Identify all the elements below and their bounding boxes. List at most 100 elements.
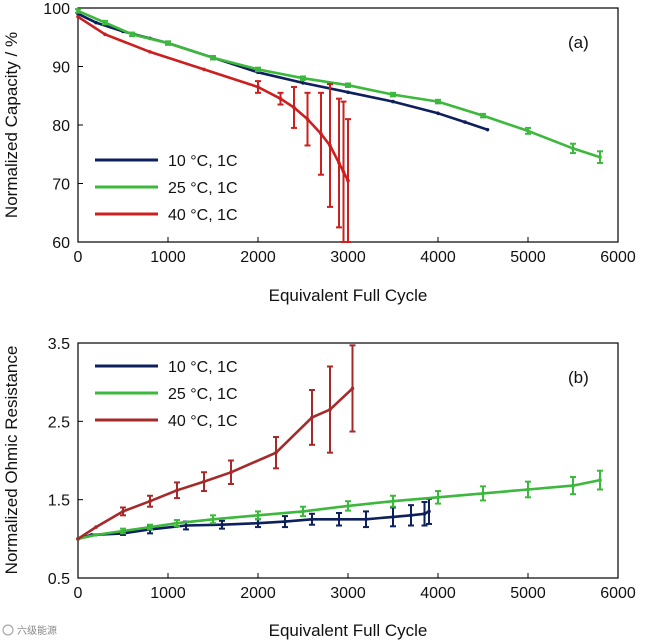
a-point-40c-1 — [103, 32, 107, 37]
a-point-40c-6 — [292, 105, 296, 110]
a-point-40c-4 — [256, 85, 260, 89]
panel-b: 0 1000 2000 3000 4000 5000 6000 0.5 1.5 2.5 3.5 (b… — [2, 336, 636, 640]
a-point-40c-10 — [337, 161, 341, 165]
a-xtick-label-6000: 6000 — [600, 249, 636, 266]
watermark-text: 六级能源 — [17, 624, 57, 637]
a-xtick-label-1000: 1000 — [150, 249, 186, 266]
b-point-10c-14 — [427, 509, 431, 514]
b-point-40c-6 — [229, 470, 233, 475]
b-point-40c-9 — [328, 407, 332, 412]
b-point-10c-11 — [391, 515, 395, 519]
a-point-10c-10 — [436, 111, 440, 116]
b-ytick-label-1.5: 1.5 — [48, 493, 70, 510]
b-point-10c-7 — [283, 519, 287, 524]
a-point-25c-2 — [130, 32, 134, 37]
panel-b-plot-area — [77, 342, 619, 579]
b-point-25c-6 — [256, 513, 260, 518]
b-point-10c-4 — [184, 523, 188, 528]
panel-b-ylabel: Normalized Ohmic Resistance — [2, 346, 21, 575]
b-xtick-label-2000: 2000 — [240, 585, 276, 602]
b-point-25c-14 — [598, 478, 602, 482]
b-point-40c-3 — [148, 499, 152, 504]
panel-a-series — [75, 8, 603, 243]
b-point-25c-2 — [121, 529, 125, 533]
a-point-40c-2 — [148, 50, 152, 54]
a-ytick-label-70: 70 — [52, 177, 70, 194]
a-point-40c-5 — [278, 96, 283, 101]
b-point-10c-8 — [310, 517, 314, 522]
b-point-40c-8 — [310, 415, 314, 420]
panel-a: 0 1000 2000 3000 4000 5000 6000 60 70 80 90 100 (a)… — [2, 1, 636, 305]
a-point-10c-1 — [94, 20, 98, 25]
legend-b-label-40c: 40 °C, 1C — [168, 413, 238, 430]
a-ytick-label-100: 100 — [43, 1, 70, 18]
a-point-10c-7 — [301, 81, 305, 85]
b-point-40c-7 — [274, 450, 278, 455]
legend-a-label-25c: 25 °C, 1C — [168, 180, 238, 197]
panel-b-ticks: 0 1000 2000 3000 4000 5000 6000 0.5 1.5 2.5 3.5 — [48, 336, 636, 602]
b-point-40c-2 — [121, 509, 125, 514]
a-point-25c-9 — [436, 99, 440, 104]
b-point-40c-4 — [175, 488, 179, 493]
b-point-40c-1 — [94, 525, 98, 529]
b-point-10c-9 — [337, 517, 341, 522]
b-xtick-label-3000: 3000 — [330, 585, 366, 602]
a-point-25c-4 — [211, 55, 215, 60]
b-point-25c-9 — [391, 499, 395, 504]
a-point-40c-12 — [346, 178, 350, 183]
legend-a-label-10c: 10 °C, 1C — [168, 153, 238, 170]
b-point-25c-8 — [346, 504, 350, 508]
a-ytick-label-60: 60 — [52, 235, 70, 252]
b-point-40c-5 — [202, 479, 206, 484]
a-point-25c-3 — [166, 41, 170, 45]
a-point-25c-12 — [571, 146, 575, 151]
panel-a-ticks: 0 1000 2000 3000 4000 5000 6000 60 70 80 90 100 — [43, 1, 636, 266]
b-point-10c-12 — [409, 513, 413, 518]
a-point-25c-8 — [391, 92, 395, 97]
panel-a-legend: 10 °C, 1C 25 °C, 1C 40 °C, 1C — [95, 153, 238, 224]
legend-b-label-25c: 25 °C, 1C — [168, 386, 238, 403]
a-point-10c-8 — [346, 90, 350, 95]
a-xtick-label-4000: 4000 — [420, 249, 456, 266]
legend-b-label-10c: 10 °C, 1C — [168, 359, 238, 376]
a-point-25c-10 — [481, 113, 485, 118]
a-point-40c-8 — [319, 131, 323, 136]
a-xtick-label-2000: 2000 — [240, 249, 276, 266]
a-point-25c-13 — [598, 155, 602, 159]
b-point-10c-10 — [364, 517, 368, 522]
a-point-10c-12 — [485, 127, 490, 132]
b-point-25c-7 — [301, 509, 305, 514]
a-point-25c-11 — [526, 129, 530, 133]
b-xtick-label-1000: 1000 — [150, 585, 186, 602]
b-point-10c-5 — [220, 522, 224, 527]
b-point-25c-11 — [481, 491, 485, 496]
a-point-25c-5 — [256, 67, 260, 72]
a-point-40c-0 — [76, 14, 80, 19]
legend-a-label-40c: 40 °C, 1C — [168, 207, 238, 224]
a-point-10c-11 — [463, 120, 467, 124]
b-point-40c-10 — [350, 386, 355, 391]
a-point-25c-1 — [103, 20, 107, 25]
a-point-10c-9 — [391, 99, 395, 104]
a-point-40c-9 — [328, 143, 332, 148]
a-xtick-label-3000: 3000 — [330, 249, 366, 266]
b-point-25c-10 — [436, 495, 440, 500]
a-point-40c-7 — [305, 117, 310, 121]
b-xtick-label-0: 0 — [74, 585, 83, 602]
b-point-40c-0 — [76, 537, 80, 541]
a-ytick-label-90: 90 — [52, 60, 70, 77]
a-point-25c-0 — [76, 9, 80, 13]
b-point-25c-1 — [94, 533, 98, 537]
a-point-25c-7 — [346, 83, 350, 88]
a-xtick-label-0: 0 — [74, 249, 83, 266]
b-ytick-label-0.5: 0.5 — [48, 571, 70, 588]
b-xtick-label-6000: 6000 — [600, 585, 636, 602]
b-point-25c-13 — [571, 483, 575, 488]
panel-b-series — [76, 344, 603, 541]
watermark: 六级能源 — [2, 624, 57, 637]
b-xtick-label-4000: 4000 — [420, 585, 456, 602]
a-series-line-25c — [76, 9, 602, 159]
b-point-10c-13 — [422, 511, 427, 516]
b-xtick-label-5000: 5000 — [510, 585, 546, 602]
